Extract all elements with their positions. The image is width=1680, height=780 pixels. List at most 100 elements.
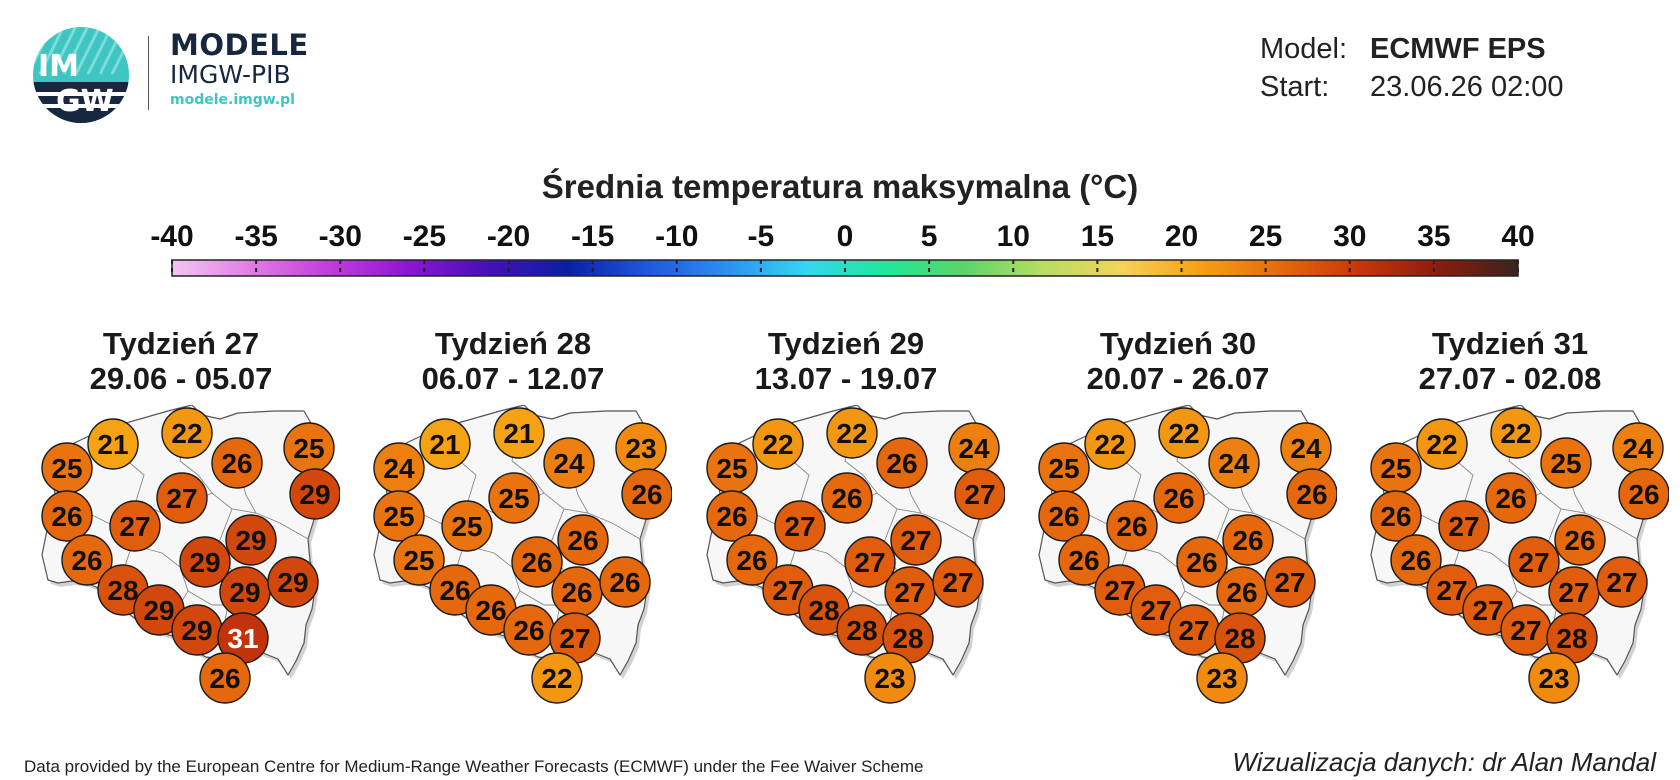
week-name: Tydzień 31 — [1431, 326, 1589, 361]
temperature-value: 28 — [892, 623, 923, 654]
voivodeship-border — [187, 590, 228, 606]
temperature-value: 26 — [831, 483, 862, 514]
color-scale: -40 -35 -30 -25 -20 -15 -10 -5 0 5 10 15 20 25 30 35 40 — [150, 220, 1535, 277]
temperature-marker — [1390, 534, 1442, 586]
scale-title: Średnia temperatura maksymalna (°C) — [541, 168, 1139, 205]
temperature-value: 27 — [1274, 567, 1305, 598]
temperature-value: 27 — [784, 511, 815, 542]
temperature-marker — [1618, 468, 1669, 520]
week-title-3: Tydzień 29 13.07 - 19.07 — [686, 326, 1006, 396]
temperature-value: 27 — [1178, 615, 1209, 646]
temperature-value: 26 — [886, 448, 917, 479]
scale-tick-label: -20 — [487, 220, 530, 253]
temperature-marker — [511, 536, 563, 588]
temperature-marker — [543, 437, 595, 489]
temperature-value: 22 — [1426, 429, 1457, 460]
temperature-value: 29 — [299, 479, 330, 510]
temperature-value: 26 — [1400, 545, 1431, 576]
temperature-value: 27 — [900, 525, 931, 556]
temperature-value: 27 — [1606, 567, 1637, 598]
temperature-value: 27 — [1510, 615, 1541, 646]
week-title-4: Tydzień 30 20.07 - 26.07 — [1018, 326, 1338, 396]
temperature-marker — [864, 652, 916, 704]
temperature-marker — [1038, 490, 1090, 542]
temperature-value: 29 — [189, 547, 220, 578]
scale-tick-label: 35 — [1417, 220, 1450, 253]
temperature-marker — [1264, 556, 1316, 608]
model-label: Model: — [1260, 33, 1348, 65]
temperature-marker — [826, 407, 878, 459]
temperature-marker — [844, 536, 896, 588]
model-value: ECMWF EPS — [1370, 33, 1546, 65]
logo-text-top: IM — [38, 49, 79, 84]
logo-divider — [148, 36, 149, 110]
temperature-marker — [774, 500, 826, 552]
week-name: Tydzień 28 — [434, 326, 592, 361]
temperature-marker — [161, 407, 213, 459]
temperature-value: 27 — [942, 567, 973, 598]
week-name: Tydzień 30 — [1099, 326, 1257, 361]
temperature-value: 24 — [383, 453, 415, 484]
temperature-marker — [41, 490, 93, 542]
temperature-marker — [621, 468, 672, 520]
temperature-marker — [1508, 536, 1560, 588]
temperature-marker — [441, 500, 493, 552]
scale-tick-label: 20 — [1165, 220, 1198, 253]
temperature-marker — [890, 514, 942, 566]
temperature-value: 26 — [1495, 483, 1526, 514]
temperature-value: 28 — [107, 575, 138, 606]
temperature-value: 26 — [716, 501, 747, 532]
temperature-value: 26 — [209, 663, 240, 694]
temperature-value: 26 — [71, 545, 102, 576]
temperature-marker — [1196, 652, 1248, 704]
brand-title: MODELE — [170, 28, 309, 62]
week-title-1: Tydzień 27 29.06 - 05.07 — [21, 326, 341, 396]
temperature-value: 26 — [609, 567, 640, 598]
temperature-marker — [1084, 418, 1136, 470]
temperature-value: 22 — [1500, 418, 1531, 449]
temperature-marker — [225, 514, 277, 566]
temperature-value: 22 — [541, 663, 572, 694]
temperature-value: 26 — [561, 577, 592, 608]
imgw-logo: IM GW — [33, 27, 129, 123]
temperature-value: 27 — [964, 479, 995, 510]
temperature-marker — [373, 490, 425, 542]
temperature-value: 26 — [521, 547, 552, 578]
temperature-value: 24 — [1290, 433, 1322, 464]
temperature-value: 25 — [1380, 453, 1411, 484]
temperature-marker — [876, 437, 928, 489]
week-name: Tydzień 27 — [102, 326, 260, 361]
temperature-value: 26 — [1226, 577, 1257, 608]
temperature-marker — [557, 514, 609, 566]
scale-tick-label: 25 — [1249, 220, 1282, 253]
temperature-value: 26 — [1628, 479, 1659, 510]
brand-subtitle: IMGW-PIB — [170, 60, 291, 89]
temperature-value: 23 — [625, 433, 656, 464]
temperature-value: 28 — [808, 595, 839, 626]
week-name: Tydzień 29 — [767, 326, 925, 361]
temperature-value: 21 — [503, 418, 534, 449]
week-dates: 13.07 - 19.07 — [754, 361, 938, 396]
temperature-value: 25 — [1048, 453, 1079, 484]
temperature-value: 29 — [143, 595, 174, 626]
temperature-value: 23 — [874, 663, 905, 694]
scale-tick-label: -35 — [234, 220, 277, 253]
temperature-value: 25 — [1550, 448, 1581, 479]
temperature-value: 27 — [166, 483, 197, 514]
temperature-value: 25 — [451, 511, 482, 542]
temperature-value: 26 — [1068, 545, 1099, 576]
temperature-marker — [393, 534, 445, 586]
ecmwf-attribution: Data provided by the European Centre for… — [24, 757, 924, 776]
temperature-marker — [1416, 418, 1468, 470]
temperature-value: 29 — [229, 577, 260, 608]
temperature-value: 21 — [429, 429, 460, 460]
temperature-marker — [1208, 437, 1260, 489]
temperature-value: 29 — [181, 615, 212, 646]
temperature-marker — [752, 418, 804, 470]
temperature-marker — [289, 468, 340, 520]
temperature-value: 26 — [439, 575, 470, 606]
